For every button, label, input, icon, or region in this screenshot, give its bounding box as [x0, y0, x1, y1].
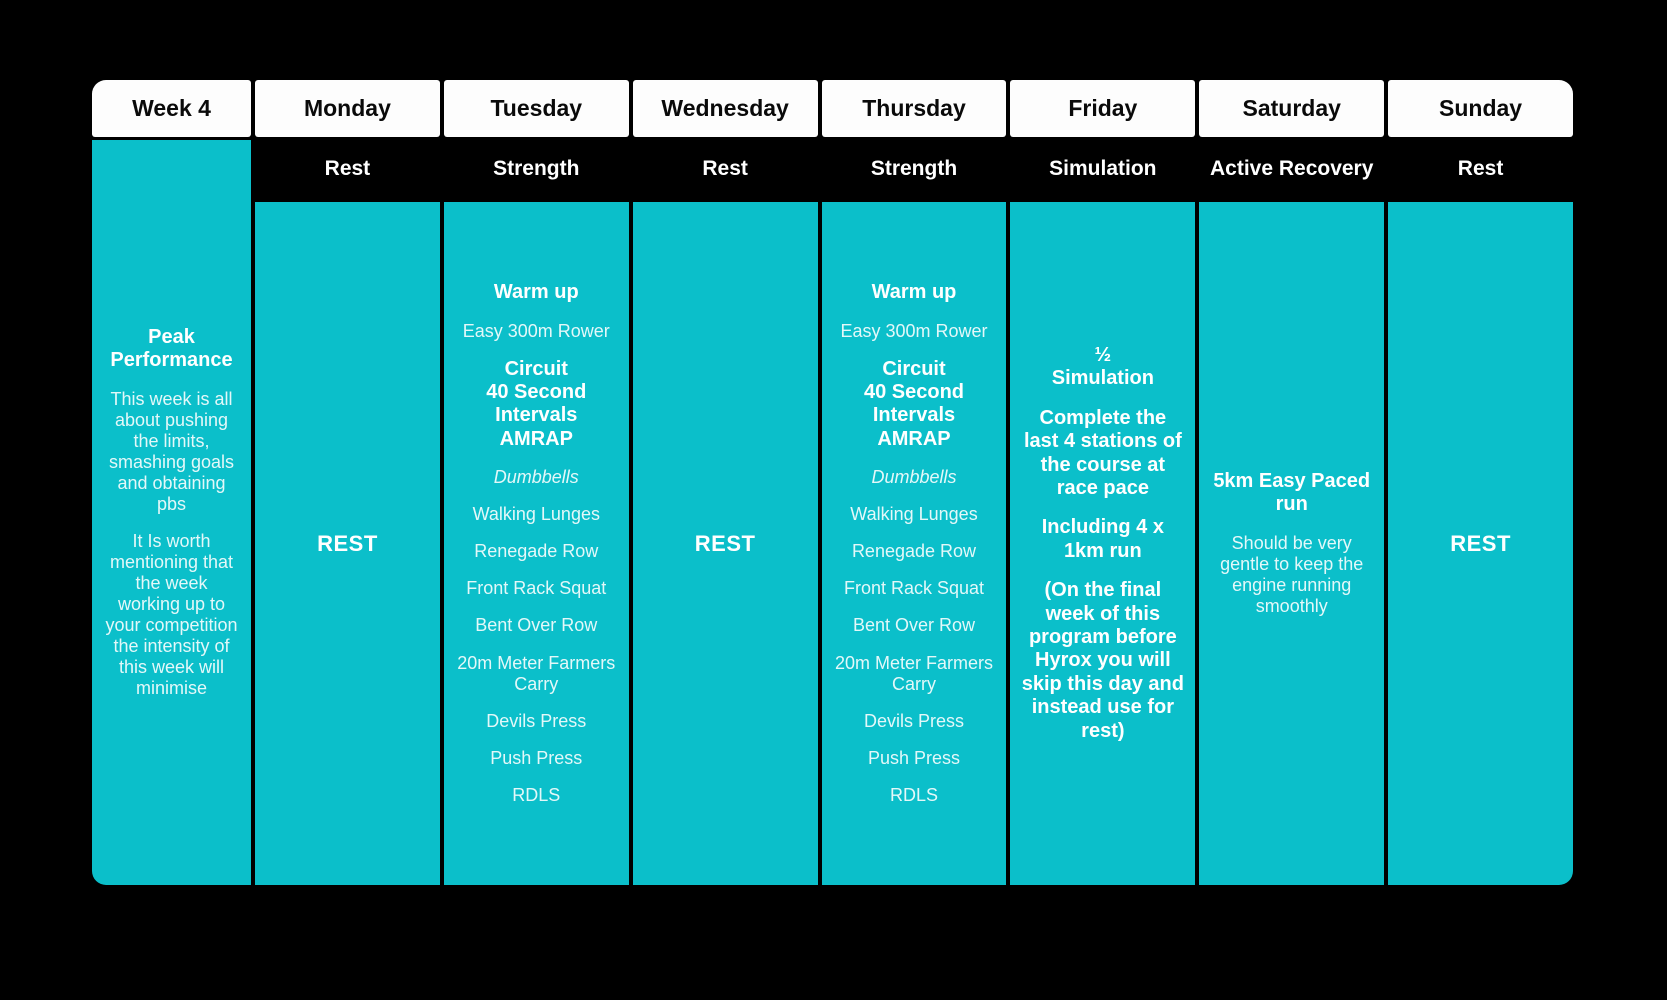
- content-item: Renegade Row: [474, 541, 599, 562]
- content-item: Easy 300m Rower: [840, 320, 988, 341]
- day-header-saturday: Saturday: [1199, 80, 1385, 137]
- content-item: Walking Lunges: [472, 504, 600, 525]
- content-item: Walking Lunges: [850, 504, 978, 525]
- day-header-thursday: Thursday: [821, 80, 1007, 137]
- content-item: Easy 300m Rower: [462, 320, 610, 341]
- session-type-label: Simulation: [1049, 157, 1157, 181]
- content-item: Circuit 40 Second Intervals AMRAP: [486, 357, 587, 450]
- session-type-sunday: Rest: [1388, 140, 1573, 199]
- content-item: Warm up: [493, 281, 579, 304]
- session-type-saturday: Active Recovery: [1199, 140, 1385, 199]
- content-item: It Is worth mentioning that the week wor…: [105, 530, 238, 699]
- content-item: This week is all about pushing the limit…: [108, 388, 235, 514]
- content-item: Push Press: [867, 747, 961, 768]
- day-content-tuesday: Warm up Easy 300m Rower Circuit 40 Second …: [443, 202, 629, 885]
- day-content-monday: REST: [255, 202, 440, 885]
- day-content-sunday: REST: [1388, 202, 1573, 885]
- day-content-saturday: 5km Easy Paced run Should be very gentle …: [1199, 202, 1385, 885]
- day-header-wednesday: Wednesday: [632, 80, 818, 137]
- session-type-friday: Simulation: [1010, 140, 1196, 199]
- content-item: REST: [694, 530, 756, 556]
- day-name: Wednesday: [661, 95, 789, 121]
- content-item: 20m Meter Farmers Carry: [834, 652, 993, 694]
- content-item: Including 4 x 1km run: [1041, 516, 1164, 562]
- day-content-wednesday: REST: [632, 202, 818, 885]
- content-item: Bent Over Row: [852, 615, 976, 636]
- content-item: Circuit 40 Second Intervals AMRAP: [863, 357, 965, 450]
- session-type-wednesday: Rest: [632, 140, 818, 199]
- session-type-label: Rest: [702, 157, 748, 181]
- content-item: Renegade Row: [851, 541, 977, 562]
- content-item: Front Rack Squat: [843, 578, 985, 599]
- day-header-tuesday: Tuesday: [443, 80, 629, 137]
- content-item: Dumbbells: [493, 467, 579, 488]
- session-type-label: Rest: [1457, 157, 1504, 181]
- content-item: ½ Simulation: [1051, 344, 1154, 390]
- day-name: Thursday: [862, 95, 966, 121]
- content-item: 20m Meter Farmers Carry: [457, 652, 616, 694]
- content-item: Complete the last 4 stations of the cour…: [1023, 406, 1182, 500]
- session-type-label: Strength: [870, 157, 958, 181]
- day-name: Tuesday: [490, 95, 583, 121]
- day-name: Monday: [303, 95, 391, 121]
- content-item: RDLS: [512, 784, 561, 805]
- day-header-monday: Monday: [255, 80, 440, 137]
- day-content-friday: ½ Simulation Complete the last 4 stations…: [1010, 202, 1196, 885]
- session-type-label: Rest: [324, 157, 371, 181]
- content-item: Devils Press: [863, 710, 964, 731]
- session-type-tuesday: Strength: [443, 140, 629, 199]
- day-header-friday: Friday: [1010, 80, 1196, 137]
- content-item: Warm up: [871, 281, 957, 304]
- content-item: Dumbbells: [871, 467, 957, 488]
- day-header-sunday: Sunday: [1388, 80, 1573, 137]
- content-item: Devils Press: [486, 710, 587, 731]
- week-label: Week 4: [132, 95, 211, 121]
- session-type-monday: Rest: [255, 140, 440, 199]
- content-item: Bent Over Row: [475, 615, 598, 636]
- content-item: REST: [317, 530, 378, 556]
- day-name: Saturday: [1242, 95, 1341, 121]
- day-name: Sunday: [1439, 95, 1523, 121]
- content-item: REST: [1450, 530, 1511, 556]
- content-item: Push Press: [490, 747, 583, 768]
- day-name: Friday: [1068, 95, 1138, 121]
- content-item: RDLS: [889, 784, 938, 805]
- content-item: (On the final week of this program befor…: [1021, 579, 1184, 742]
- week-summary-cell: Peak Performance This week is all about p…: [92, 140, 251, 885]
- content-item: Peak Performance: [110, 325, 233, 372]
- day-content-thursday: Warm up Easy 300m Rower Circuit 40 Second …: [821, 202, 1007, 885]
- session-type-thursday: Strength: [821, 140, 1007, 199]
- workout-table: Week 4 Monday Tuesday Wednesday Thursday…: [92, 80, 1573, 885]
- content-item: 5km Easy Paced run: [1213, 470, 1371, 516]
- week-header: Week 4: [92, 80, 251, 137]
- content-item: Front Rack Squat: [466, 578, 607, 599]
- session-type-label: Active Recovery: [1209, 157, 1374, 181]
- content-item: Should be very gentle to keep the engine…: [1220, 532, 1364, 616]
- session-type-label: Strength: [493, 157, 580, 181]
